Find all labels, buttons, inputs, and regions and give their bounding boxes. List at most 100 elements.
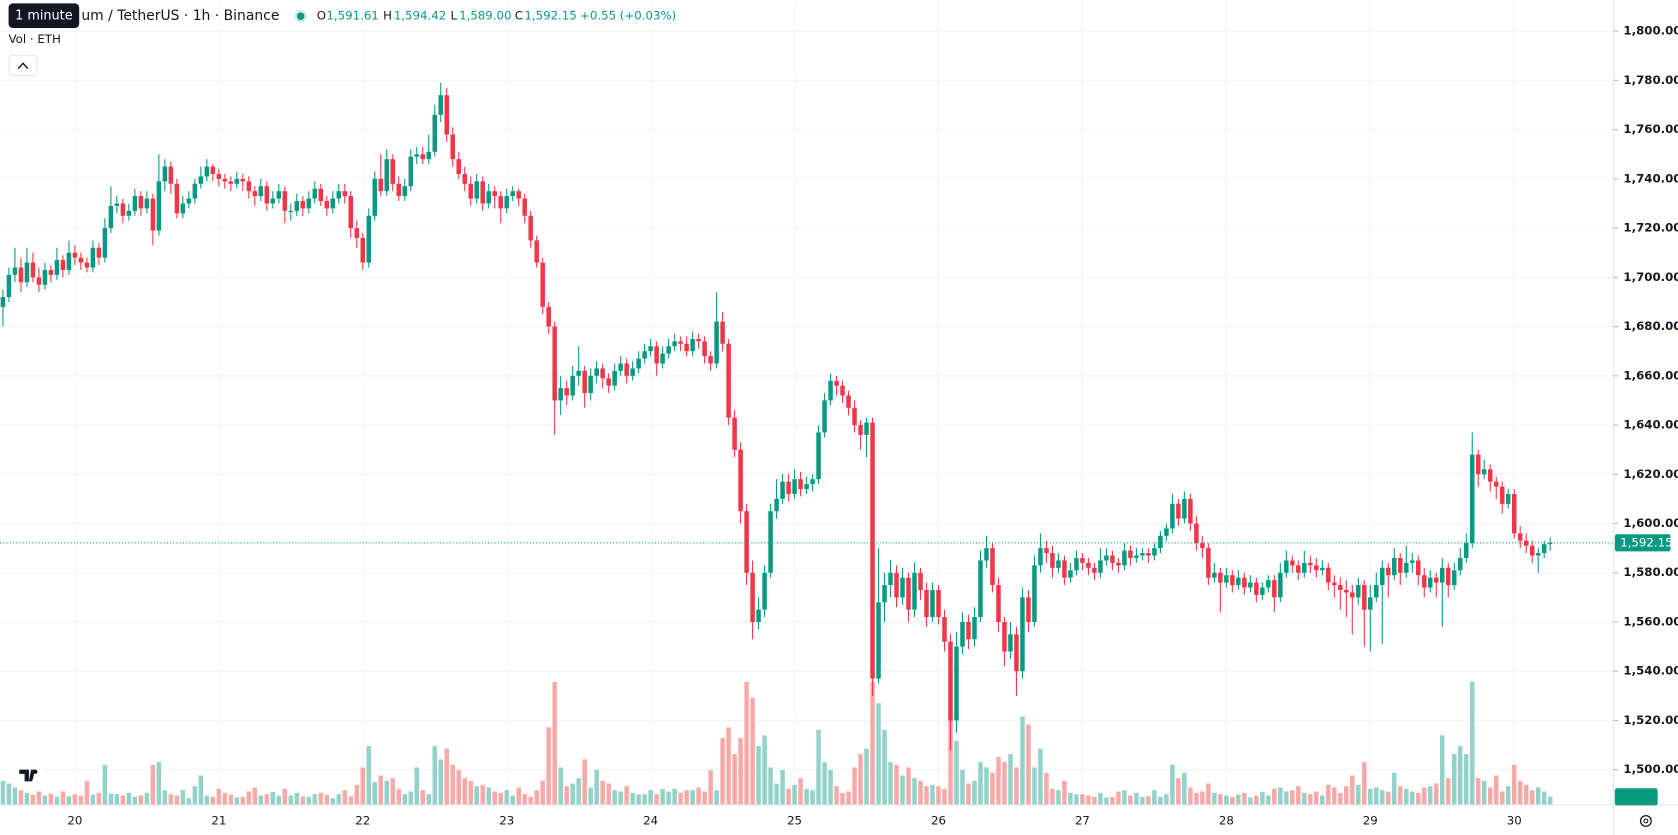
candle-body xyxy=(876,602,881,679)
volume-bar xyxy=(264,794,270,805)
candle-body xyxy=(1422,575,1427,588)
volume-bar xyxy=(654,794,659,805)
volume-bar xyxy=(684,790,689,805)
tv-logo[interactable] xyxy=(13,758,47,791)
candle-body xyxy=(774,498,779,512)
candle-body xyxy=(1452,570,1457,586)
volume-bar xyxy=(948,713,953,805)
volume-bar xyxy=(486,787,491,805)
volume-bar xyxy=(1356,784,1361,805)
candle-body xyxy=(612,370,617,386)
volume-bar xyxy=(504,790,509,805)
volume-bar xyxy=(900,775,905,805)
volume-bar xyxy=(1092,796,1097,805)
candle-body xyxy=(1469,454,1475,544)
candle-body xyxy=(1332,582,1337,586)
candle-body xyxy=(306,198,312,209)
volume-bar xyxy=(1338,792,1343,805)
volume-bar xyxy=(732,754,737,805)
candle-body xyxy=(1475,454,1481,475)
volume-bar xyxy=(228,794,234,805)
volume-bar xyxy=(744,681,749,805)
candle-body xyxy=(834,380,839,386)
volume-bar xyxy=(966,783,971,805)
volume-bar xyxy=(1535,787,1541,805)
candle-body xyxy=(912,572,917,610)
volume-bar xyxy=(984,767,989,805)
symbol-title[interactable]: um / TetherUS · 1h · Binance xyxy=(81,8,279,24)
candle-body xyxy=(546,306,551,327)
ohlc-letter: H xyxy=(383,9,392,23)
candle-body xyxy=(1158,535,1163,549)
candle-body xyxy=(780,481,785,499)
candle-body xyxy=(372,178,378,216)
volume-bar xyxy=(1170,764,1175,805)
volume-bar xyxy=(600,780,605,805)
volume-bar xyxy=(666,791,671,805)
volume-bar xyxy=(1212,792,1217,805)
volume-bar xyxy=(546,727,551,805)
volume-bar xyxy=(462,778,467,805)
candle-body xyxy=(1416,560,1421,576)
candle-body xyxy=(1434,577,1439,583)
candle-body xyxy=(234,178,240,184)
volume-bar xyxy=(594,770,599,805)
candle-body xyxy=(888,572,893,586)
volume-bar xyxy=(1475,778,1481,805)
volume-bar xyxy=(864,748,869,805)
candle-body xyxy=(126,210,132,216)
candle-body xyxy=(1266,580,1271,588)
candle-body xyxy=(1062,560,1067,578)
candle-body xyxy=(1224,575,1229,583)
candle-body xyxy=(606,378,611,386)
candle-body xyxy=(936,589,941,618)
volume-bar xyxy=(42,795,48,805)
candle-body xyxy=(690,338,695,352)
x-tick-label: 26 xyxy=(931,813,946,827)
volume-bar xyxy=(870,681,875,805)
collapse-icon xyxy=(17,62,29,70)
volume-bar xyxy=(1020,716,1025,805)
candle-body xyxy=(360,237,366,263)
candle-body xyxy=(402,186,408,197)
volume-bar xyxy=(1014,767,1019,805)
volume-bar xyxy=(1248,797,1253,805)
candle-body xyxy=(1188,498,1193,524)
volume-bar xyxy=(66,796,72,805)
candle-body xyxy=(276,191,282,199)
volume-bar xyxy=(204,795,210,805)
volume-bar xyxy=(132,796,138,805)
x-tick-label: 21 xyxy=(211,813,226,827)
candle-body xyxy=(324,201,330,209)
candle-body xyxy=(1014,634,1019,672)
collapse-button[interactable] xyxy=(8,54,38,77)
candle-body xyxy=(702,341,707,357)
candle-body xyxy=(552,326,557,401)
volume-bar xyxy=(1266,795,1271,805)
volume-bar xyxy=(564,786,569,805)
volume-bar xyxy=(1044,772,1049,805)
volume-bar xyxy=(1218,794,1223,805)
volume-bar xyxy=(24,792,30,805)
volume-bar xyxy=(828,770,833,805)
settings-icon[interactable] xyxy=(1639,814,1652,827)
y-tick-label: 1,720.00 xyxy=(1623,221,1678,235)
candle-body xyxy=(222,178,228,182)
candle-body xyxy=(1074,557,1079,571)
volume-bar xyxy=(1068,792,1073,805)
y-tick-label: 1,780.00 xyxy=(1623,73,1678,87)
volume-bar xyxy=(1134,792,1139,805)
candle-body xyxy=(24,262,30,283)
volume-bar xyxy=(1368,788,1373,805)
candle-body xyxy=(1092,567,1097,573)
volume-bar xyxy=(1002,762,1007,805)
volume-bar xyxy=(450,764,455,805)
volume-bar xyxy=(630,792,635,805)
y-tick-label: 1,800.00 xyxy=(1623,24,1678,38)
volume-bar xyxy=(1487,787,1493,805)
volume-bar xyxy=(1194,792,1199,805)
volume-bar xyxy=(216,788,222,805)
candle-body xyxy=(1326,567,1331,583)
tooltip: 1 minute xyxy=(15,9,73,24)
volume-bar xyxy=(1104,797,1109,805)
